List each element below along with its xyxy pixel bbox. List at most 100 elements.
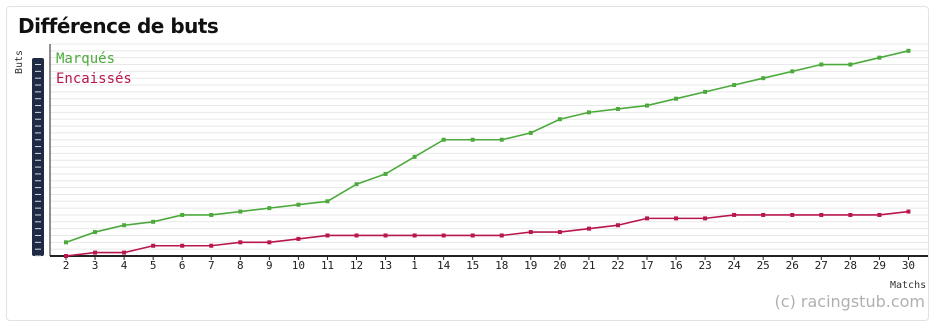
data-point: [354, 233, 359, 238]
data-point: [325, 233, 330, 238]
data-point: [151, 219, 156, 224]
data-point: [848, 62, 853, 67]
data-point: [470, 233, 475, 238]
x-tick-label: 25: [757, 259, 770, 272]
data-point: [674, 96, 679, 101]
data-point: [906, 209, 911, 214]
legend-entry: Encaissés: [56, 71, 132, 87]
data-point: [615, 106, 620, 111]
data-point: [645, 103, 649, 108]
data-point: [93, 250, 98, 255]
data-point: [296, 236, 301, 241]
data-point: [64, 240, 68, 245]
data-point: [790, 212, 795, 217]
x-tick-label: 11: [321, 259, 334, 272]
x-tick-label: 9: [266, 259, 273, 272]
data-point: [412, 154, 417, 159]
x-tick-label: 15: [466, 259, 479, 272]
x-tick-label: 5: [150, 259, 157, 272]
data-point: [732, 83, 737, 88]
data-point: [499, 233, 504, 238]
data-point: [441, 137, 446, 142]
y-axis-label: Buts: [14, 50, 25, 74]
x-tick-label: 20: [553, 259, 566, 272]
data-point: [848, 212, 853, 217]
y-axis-bar: [32, 58, 44, 256]
x-tick-label: 10: [292, 259, 305, 272]
x-tick-label: 14: [437, 259, 451, 272]
x-tick-label: 28: [844, 259, 857, 272]
data-point: [645, 216, 649, 221]
x-axis: 2 3 4 5 6 7 8 9 10 11 12 13 1 14 15 18 19 20 21 22 17 16 23 24 2…: [49, 44, 928, 272]
data-point: [528, 230, 533, 235]
series-layer: [64, 48, 911, 258]
series-line-conceded: [65, 210, 909, 257]
x-tick-label: 16: [669, 259, 682, 272]
x-tick-label: 17: [640, 259, 653, 272]
x-tick-label: 12: [350, 259, 363, 272]
x-tick-label: 7: [208, 259, 215, 272]
y-axis: [32, 58, 44, 257]
data-point: [383, 171, 388, 176]
data-point: [586, 226, 591, 231]
data-point: [296, 202, 301, 207]
data-point: [267, 240, 272, 245]
data-point: [906, 48, 911, 53]
data-point: [499, 137, 504, 142]
x-tick-label: 26: [786, 259, 799, 272]
legend-entry: Marqués: [56, 51, 115, 67]
data-point: [325, 199, 330, 204]
data-point: [615, 223, 620, 228]
data-point: [761, 212, 766, 217]
data-point: [819, 62, 824, 67]
data-point: [122, 250, 127, 255]
data-point: [470, 137, 475, 142]
x-tick-label: 18: [495, 259, 508, 272]
x-tick-label: 6: [179, 259, 186, 272]
x-tick-label: 8: [237, 259, 244, 272]
x-tick-label: 27: [815, 259, 828, 272]
x-tick-label: 1: [411, 259, 418, 272]
x-tick-label: 13: [379, 259, 392, 272]
x-tick-label: 4: [121, 259, 128, 272]
data-point: [528, 130, 533, 135]
data-point: [151, 243, 156, 248]
data-point: [674, 216, 679, 221]
data-point: [209, 243, 214, 248]
x-tick-label: 22: [611, 259, 624, 272]
x-tick-label: 23: [698, 259, 711, 272]
data-point: [238, 240, 243, 245]
data-point: [557, 230, 562, 235]
data-point: [877, 55, 882, 60]
x-tick-label: 21: [582, 259, 595, 272]
data-point: [790, 69, 795, 74]
data-point: [180, 212, 185, 217]
data-point: [93, 230, 98, 235]
data-point: [703, 89, 708, 94]
grid-lines: [50, 43, 928, 257]
x-tick-label: 24: [728, 259, 742, 272]
data-point: [122, 223, 127, 228]
data-point: [412, 233, 417, 238]
x-tick-label: 3: [92, 259, 99, 272]
data-point: [238, 209, 243, 214]
page-title: Différence de buts: [18, 14, 219, 38]
data-point: [441, 233, 446, 238]
data-point: [354, 182, 359, 187]
x-tick-label: 29: [873, 259, 886, 272]
data-point: [586, 110, 591, 115]
legend: Marqués Encaissés: [56, 51, 132, 87]
data-point: [819, 212, 824, 217]
data-point: [877, 212, 882, 217]
data-point: [64, 254, 68, 258]
x-tick-label: 30: [902, 259, 915, 272]
data-point: [267, 206, 272, 211]
series-line-scored: [65, 50, 909, 244]
data-point: [732, 212, 737, 217]
data-point: [557, 117, 562, 122]
data-point: [180, 243, 185, 248]
x-tick-label: 19: [524, 259, 537, 272]
data-point: [703, 216, 708, 221]
x-tick-label: 2: [63, 259, 70, 272]
